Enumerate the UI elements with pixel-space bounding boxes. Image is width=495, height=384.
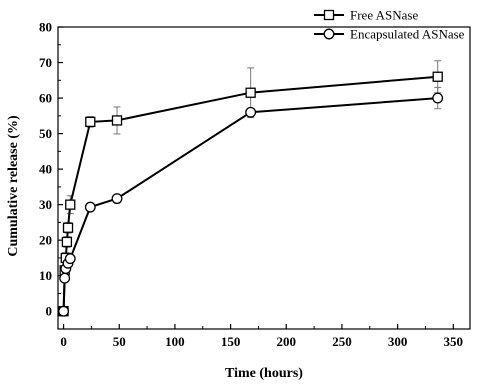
data-point xyxy=(65,199,76,210)
series-layer xyxy=(58,60,444,317)
data-point xyxy=(245,87,256,98)
ticks: 0 50 100 150 200 250 300 350 0 10 20 30 40 50 60 70 80 xyxy=(39,20,463,350)
data-point xyxy=(62,222,74,233)
y-tick-label: 80 xyxy=(39,20,52,35)
legend-label: Encapsulated ASNase xyxy=(350,27,465,42)
y-tick-label: 40 xyxy=(39,162,52,177)
y-tick-label: 10 xyxy=(39,268,52,283)
data-point xyxy=(111,193,123,205)
data-point xyxy=(64,253,76,265)
y-tick-label: 0 xyxy=(46,304,53,319)
data-point xyxy=(59,272,71,284)
x-tick-label: 350 xyxy=(444,334,464,349)
plot-frame xyxy=(57,26,471,330)
x-tick-label: 200 xyxy=(277,334,297,349)
y-tick-label: 70 xyxy=(39,55,52,70)
data-point xyxy=(84,201,96,213)
legend-marker xyxy=(323,28,335,40)
data-point xyxy=(245,106,257,118)
series-line xyxy=(62,97,438,312)
legend-item: Encapsulated ASNase xyxy=(314,27,465,42)
x-tick-label: 100 xyxy=(165,334,185,349)
x-axis-title: Time (hours) xyxy=(225,366,303,381)
axes xyxy=(57,26,471,330)
y-tick-label: 20 xyxy=(39,233,52,248)
legend: Free ASNase Encapsulated ASNase xyxy=(314,8,465,42)
legend-label: Free ASNase xyxy=(350,8,418,23)
data-point xyxy=(61,236,73,248)
legend-marker xyxy=(323,9,335,21)
x-tick-label: 300 xyxy=(388,334,408,349)
series-2 xyxy=(58,86,444,317)
x-tick-label: 250 xyxy=(332,334,352,349)
x-tick-label: 150 xyxy=(221,334,241,349)
x-tick-label: 0 xyxy=(60,334,67,349)
legend-item: Free ASNase xyxy=(314,8,418,23)
x-tick-label: 50 xyxy=(113,334,126,349)
y-axis-title: Cumulative release (%) xyxy=(6,115,21,257)
data-point xyxy=(432,92,444,104)
data-point xyxy=(58,305,70,317)
y-tick-label: 60 xyxy=(39,91,52,106)
data-point xyxy=(111,115,123,126)
data-point xyxy=(432,71,443,82)
y-tick-label: 50 xyxy=(39,126,52,141)
data-point xyxy=(85,116,96,128)
y-tick-label: 30 xyxy=(39,197,52,212)
series-1 xyxy=(58,60,443,317)
